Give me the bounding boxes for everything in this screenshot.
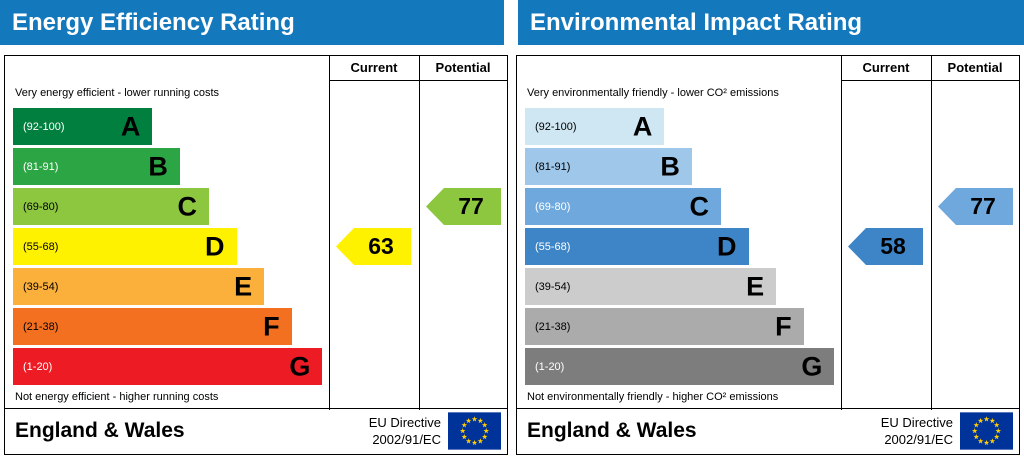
rating-band-b: (81-91) B <box>13 148 180 185</box>
rating-band-d: (55-68) D <box>525 228 749 265</box>
band-letter: D <box>205 231 225 261</box>
region-label: England & Wales <box>15 419 185 442</box>
column-divider <box>419 56 420 410</box>
rating-table: Current Potential Very energy efficient … <box>4 55 508 455</box>
bottom-caption: Not energy efficient - higher running co… <box>15 391 219 403</box>
potential-rating-arrow: 77 <box>938 188 1013 225</box>
rating-bands: (92-100) A (81-91) B (69-80) C (55-68) D… <box>517 108 841 388</box>
eu-directive-line: 2002/91/EC <box>372 432 441 447</box>
column-divider <box>841 56 842 410</box>
rating-band-g: (1-20) G <box>13 348 323 385</box>
column-divider <box>329 56 330 410</box>
eu-directive-line: EU Directive <box>880 415 953 430</box>
current-rating-arrow: 63 <box>336 228 411 265</box>
band-range-label: (92-100) <box>535 120 577 133</box>
band-range-label: (1-20) <box>23 360 53 373</box>
current-rating-arrow: 58 <box>848 228 923 265</box>
band-letter: F <box>775 311 792 341</box>
eu-directive-line: EU Directive <box>368 415 441 430</box>
rating-band-c: (69-80) C <box>525 188 722 225</box>
rating-bands: (92-100) A (81-91) B (69-80) C (55-68) D… <box>5 108 329 388</box>
band-letter: C <box>689 191 710 221</box>
rating-band-a: (92-100) A <box>13 108 153 145</box>
band-range-label: (92-100) <box>23 120 65 133</box>
eu-directive-label: EU Directive 2002/91/EC <box>369 414 441 448</box>
current-column-header: Current <box>329 56 419 81</box>
potential-rating-value: 77 <box>458 193 484 219</box>
potential-rating-arrow: 77 <box>426 188 501 225</box>
rating-band-f: (21-38) F <box>13 308 292 345</box>
eu-flag-icon <box>448 412 501 450</box>
band-range-label: (1-20) <box>535 360 565 373</box>
potential-column-header: Potential <box>931 56 1019 81</box>
potential-column-header: Potential <box>419 56 507 81</box>
band-range-label: (81-91) <box>23 160 59 173</box>
band-letter: G <box>801 351 823 381</box>
environmental-impact-panel: Environmental Impact Rating Current Pote… <box>512 0 1024 457</box>
band-letter: G <box>289 351 311 381</box>
panel-footer: England & Wales EU Directive 2002/91/EC <box>517 408 1019 454</box>
eu-flag-icon <box>960 412 1013 450</box>
band-letter: A <box>632 111 653 141</box>
rating-band-c: (69-80) C <box>13 188 210 225</box>
eu-directive-line: 2002/91/EC <box>884 432 953 447</box>
rating-band-e: (39-54) E <box>13 268 265 305</box>
band-letter: F <box>263 311 280 341</box>
rating-band-f: (21-38) F <box>525 308 804 345</box>
band-range-label: (39-54) <box>535 280 571 293</box>
top-caption: Very energy efficient - lower running co… <box>15 87 220 99</box>
energy-efficiency-panel: Energy Efficiency Rating Current Potenti… <box>0 0 508 455</box>
band-range-label: (55-68) <box>535 240 571 253</box>
band-range-label: (55-68) <box>23 240 59 253</box>
column-divider <box>931 56 932 410</box>
bottom-caption: Not environmentally friendly - higher CO… <box>527 391 779 403</box>
eu-directive-label: EU Directive 2002/91/EC <box>881 414 953 448</box>
current-rating-value: 58 <box>880 233 906 259</box>
rating-band-d: (55-68) D <box>13 228 237 265</box>
current-column-header: Current <box>841 56 931 81</box>
rating-table: Current Potential Very environmentally f… <box>516 55 1020 455</box>
band-range-label: (69-80) <box>535 200 571 213</box>
band-range-label: (21-38) <box>535 320 571 333</box>
band-letter: C <box>177 191 198 221</box>
rating-band-e: (39-54) E <box>525 268 777 305</box>
band-letter: B <box>148 151 168 181</box>
band-letter: E <box>746 271 765 301</box>
rating-band-g: (1-20) G <box>525 348 835 385</box>
current-rating-value: 63 <box>368 233 394 259</box>
top-caption: Very environmentally friendly - lower CO… <box>527 87 779 99</box>
panel-title: Energy Efficiency Rating <box>0 0 504 45</box>
region-label: England & Wales <box>527 419 697 442</box>
band-range-label: (21-38) <box>23 320 59 333</box>
band-range-label: (69-80) <box>23 200 59 213</box>
band-range-label: (81-91) <box>535 160 571 173</box>
panel-title: Environmental Impact Rating <box>518 0 1024 45</box>
potential-rating-value: 77 <box>970 193 996 219</box>
band-letter: B <box>660 151 680 181</box>
rating-band-b: (81-91) B <box>525 148 692 185</box>
band-letter: E <box>234 271 253 301</box>
rating-band-a: (92-100) A <box>525 108 665 145</box>
band-letter: A <box>120 111 141 141</box>
band-letter: D <box>717 231 737 261</box>
panel-footer: England & Wales EU Directive 2002/91/EC <box>5 408 507 454</box>
band-range-label: (39-54) <box>23 280 59 293</box>
